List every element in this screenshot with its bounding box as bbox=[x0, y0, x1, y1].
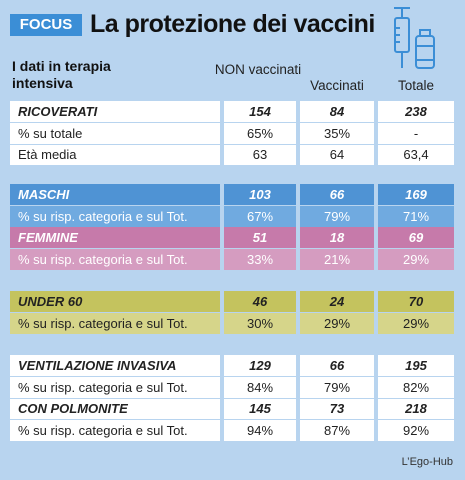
cell-value: 169 bbox=[378, 184, 454, 205]
cell-value: 92% bbox=[378, 419, 454, 441]
cell-value: 66 bbox=[300, 184, 374, 205]
row-separator bbox=[10, 397, 454, 399]
row-separator bbox=[10, 122, 454, 123]
cell-value: 70 bbox=[378, 291, 454, 312]
vaccine-icon bbox=[394, 7, 435, 69]
row-label: VENTILAZIONE INVASIVA bbox=[10, 355, 220, 376]
row-separator bbox=[10, 376, 454, 377]
row-label: MASCHI bbox=[10, 184, 220, 205]
column-header: NON vaccinati bbox=[214, 62, 302, 77]
cell-value: 238 bbox=[378, 101, 454, 122]
cell-value: 82% bbox=[378, 376, 454, 398]
cell-value: 65% bbox=[224, 122, 296, 144]
cell-value: 218 bbox=[378, 398, 454, 419]
row-separator bbox=[10, 143, 454, 145]
cell-value: 73 bbox=[300, 398, 374, 419]
row-label: UNDER 60 bbox=[10, 291, 220, 312]
cell-value: 87% bbox=[300, 419, 374, 441]
label-header: I dati in terapia intensiva bbox=[12, 58, 111, 91]
row-label: % su risp. categoria e sul Tot. bbox=[10, 248, 220, 270]
cell-value: 69 bbox=[378, 227, 454, 248]
cell-value: 29% bbox=[300, 312, 374, 334]
column-header: Vaccinati bbox=[310, 78, 364, 93]
row-label: Età media bbox=[10, 144, 220, 165]
row-label: RICOVERATI bbox=[10, 101, 220, 122]
title: La protezione dei vaccini bbox=[90, 10, 375, 38]
cell-value: 51 bbox=[224, 227, 296, 248]
row-label: CON POLMONITE bbox=[10, 398, 220, 419]
row-label: % su risp. categoria e sul Tot. bbox=[10, 419, 220, 441]
cell-value: 129 bbox=[224, 355, 296, 376]
cell-value: - bbox=[378, 122, 454, 144]
cell-value: 84 bbox=[300, 101, 374, 122]
cell-value: 154 bbox=[224, 101, 296, 122]
column-header: Totale bbox=[397, 78, 435, 93]
credit: L’Ego-Hub bbox=[401, 456, 453, 468]
cell-value: 29% bbox=[378, 248, 454, 270]
cell-value: 84% bbox=[224, 376, 296, 398]
cell-value: 63,4 bbox=[378, 144, 454, 165]
cell-value: 66 bbox=[300, 355, 374, 376]
cell-value: 94% bbox=[224, 419, 296, 441]
tag: FOCUS bbox=[10, 14, 82, 36]
cell-value: 79% bbox=[300, 376, 374, 398]
cell-value: 103 bbox=[224, 184, 296, 205]
cell-value: 24 bbox=[300, 291, 374, 312]
row-label: % su risp. categoria e sul Tot. bbox=[10, 376, 220, 398]
cell-value: 63 bbox=[224, 144, 296, 165]
cell-value: 33% bbox=[224, 248, 296, 270]
cell-value: 71% bbox=[378, 205, 454, 227]
cell-value: 30% bbox=[224, 312, 296, 334]
row-label: % su risp. categoria e sul Tot. bbox=[10, 312, 220, 334]
cell-value: 29% bbox=[378, 312, 454, 334]
cell-value: 18 bbox=[300, 227, 374, 248]
cell-value: 79% bbox=[300, 205, 374, 227]
row-label: FEMMINE bbox=[10, 227, 220, 248]
row-label: % su risp. categoria e sul Tot. bbox=[10, 205, 220, 227]
cell-value: 145 bbox=[224, 398, 296, 419]
cell-value: 64 bbox=[300, 144, 374, 165]
cell-value: 21% bbox=[300, 248, 374, 270]
cell-value: 35% bbox=[300, 122, 374, 144]
cell-value: 46 bbox=[224, 291, 296, 312]
cell-value: 67% bbox=[224, 205, 296, 227]
cell-value: 195 bbox=[378, 355, 454, 376]
row-label: % su totale bbox=[10, 122, 220, 144]
row-separator bbox=[10, 419, 454, 420]
